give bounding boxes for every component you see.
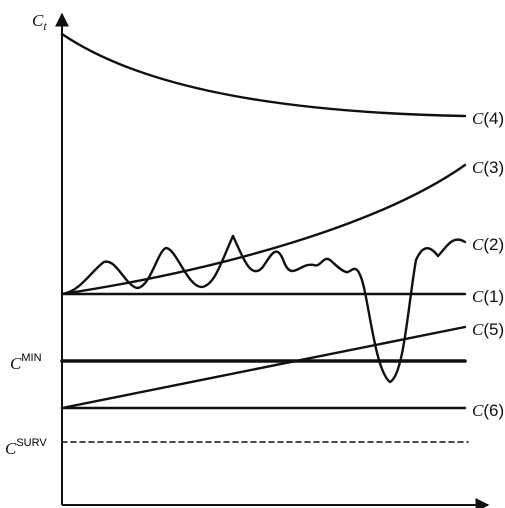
label-c6: C(6) (472, 401, 504, 420)
y-axis-label: Ct (32, 11, 47, 33)
label-c-min: CMIN (10, 352, 42, 373)
curve-c3 (60, 163, 467, 296)
label-c-surv: CSURV (5, 437, 47, 458)
curve-c5 (60, 325, 467, 410)
label-c4: C(4) (472, 109, 504, 128)
label-c2: C(2) (472, 235, 504, 254)
label-c5: C(5) (472, 320, 504, 339)
label-c3: C(3) (472, 158, 504, 177)
label-c1: C(1) (472, 287, 504, 306)
curve-c4 (60, 32, 467, 118)
curve-c2 (60, 234, 467, 384)
